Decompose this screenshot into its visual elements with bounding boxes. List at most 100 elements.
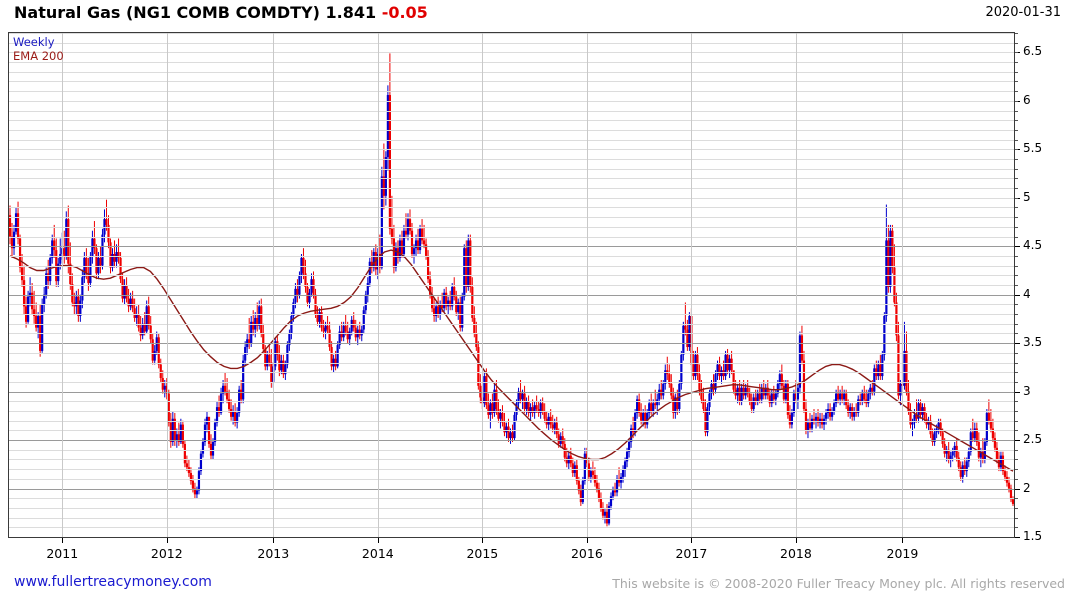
legend-ema: EMA 200 [13,49,64,63]
candle-body [519,391,522,400]
candle-body [887,240,890,287]
candle-body [744,387,747,396]
candle-body [318,312,321,322]
candle-body [20,267,24,281]
candle-body [376,253,379,270]
candle-body [320,312,323,328]
candle-body [873,368,876,392]
last-price: 1.841 [325,3,377,22]
y-axis-minor-tick [1015,352,1018,354]
candle-body [31,292,34,310]
candle-body [716,364,719,375]
candle-body [447,300,450,307]
candle-body [85,257,88,274]
y-axis-minor-tick [1015,129,1018,131]
candle-body [710,383,713,394]
candle-body [551,424,554,429]
candle-body [575,465,578,481]
gridline-horizontal-minor [9,62,1014,63]
y-axis-minor-tick [1015,62,1018,64]
candle-body [549,416,552,425]
copyright-notice: This website is © 2008-2020 Fuller Treac… [612,576,1065,591]
y-axis-tick-label: 5.5 [1023,141,1043,156]
candle-body [853,411,856,417]
candle-body [384,157,387,196]
x-axis-tick-label: 2015 [466,546,499,561]
candle-body [706,407,709,433]
candle-body [611,490,615,497]
candle-body [593,474,597,483]
candle-body [943,443,946,454]
candle-body [824,412,828,419]
candle-body [254,317,257,330]
y-axis-tick-label: 2 [1023,480,1031,495]
x-axis-tick-label: 2012 [150,546,183,561]
gridline-horizontal [9,295,1014,296]
candle-body [587,463,590,477]
y-axis-tick-label: 6 [1023,92,1031,107]
candle-body [10,236,14,249]
y-axis-minor-tick [1015,507,1018,509]
y-axis-tick-label: 1.5 [1023,529,1043,543]
candle-body [692,364,695,377]
y-axis-minor-tick [1015,120,1018,122]
candle-body [845,393,848,406]
chart-header: Natural Gas (NG1 COMB COMDTY) 1.841 -0.0… [0,0,1075,30]
y-axis-minor-tick [1015,323,1018,325]
candle-body [360,329,363,336]
candle-body [392,238,396,268]
candle-body [278,354,281,371]
candle-body [714,374,717,390]
candle-body [979,451,982,458]
candle-body [211,442,215,456]
candle-body [867,393,870,404]
candle-body [999,455,1003,468]
candle-body [288,333,291,346]
gridline-horizontal [9,343,1014,344]
candle-body [521,393,524,400]
candle-body [780,374,783,386]
gridline-horizontal [9,489,1014,490]
candle-body [105,219,108,225]
candle-body [396,248,400,258]
candle-body [443,292,446,309]
candle-body [656,399,659,406]
candle-body [358,329,361,336]
candle-body [191,480,195,489]
candle-body [835,393,838,404]
candle-body [680,354,683,384]
candle-body [354,327,357,338]
y-axis: 1.5 2 2.5 3 3.5 4 4.5 5 5.5 6 6.5 [1015,32,1075,543]
candle-body [652,403,655,411]
candle-body [258,306,261,326]
candle-body [332,358,335,367]
chart-plot-area[interactable]: Weekly EMA 200 [8,32,1015,538]
candle-body [812,418,816,421]
y-axis-minor-tick [1015,517,1018,519]
candle-body [605,511,609,524]
candle-body [441,304,444,309]
site-url[interactable]: www.fullertreacymoney.com [14,574,212,590]
candle-body [326,325,329,330]
candle-body [457,302,460,313]
y-axis-tick-label: 4 [1023,286,1031,301]
candle-body [147,306,150,326]
candle-body [752,397,755,410]
y-axis-minor-tick [1015,81,1018,83]
candle-body [607,505,611,524]
candle-body [463,248,466,297]
candle-body [957,457,960,468]
candle-body [517,391,520,404]
chart-legend: Weekly EMA 200 [13,35,64,63]
y-axis-minor-tick [1015,149,1018,151]
candle-body [808,422,812,429]
candle-body [227,399,231,410]
candle-body [426,255,430,280]
candle-body [133,308,136,318]
candle-body [762,387,765,396]
candle-body [499,412,502,419]
candle-body [113,253,116,262]
candle-body [268,354,271,363]
candle-body [477,347,480,386]
candle-body [760,387,763,400]
